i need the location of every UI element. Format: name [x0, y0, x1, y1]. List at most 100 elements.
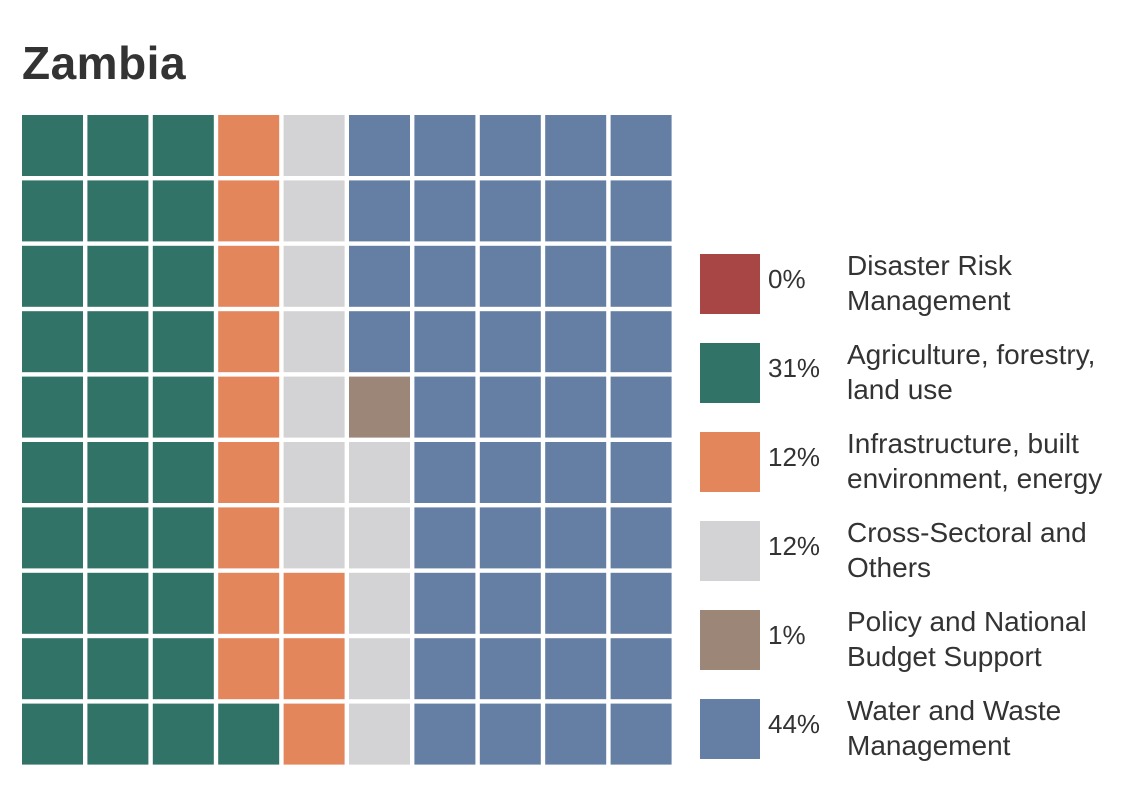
- legend-swatch: [700, 254, 760, 314]
- legend-item-cross-sectoral-and-others: 12% Cross-Sectoral and Others: [700, 515, 1135, 604]
- waffle-cell: [218, 311, 280, 373]
- waffle-cell: [414, 115, 476, 176]
- waffle-cell: [414, 442, 476, 503]
- waffle-cell: [152, 638, 214, 700]
- waffle-cell: [479, 442, 541, 503]
- waffle-cell: [218, 376, 280, 438]
- waffle-cell: [610, 638, 672, 700]
- legend-percent: 1%: [768, 620, 806, 650]
- waffle-cell: [610, 376, 672, 438]
- waffle-cell: [610, 115, 672, 176]
- waffle-cell: [283, 376, 345, 438]
- waffle-cell: [414, 638, 476, 700]
- waffle-cell: [87, 180, 149, 242]
- waffle-cell: [349, 572, 410, 634]
- waffle-cell: [218, 180, 280, 242]
- waffle-cell: [152, 311, 214, 373]
- waffle-cell: [283, 638, 345, 700]
- waffle-cell: [152, 507, 214, 569]
- waffle-cell: [610, 180, 672, 242]
- legend-percent: 0%: [768, 264, 806, 294]
- waffle-cell: [479, 245, 541, 307]
- legend-item-infrastructure-built-environment-energy: 12% Infrastructure, built environment, e…: [700, 426, 1135, 515]
- legend-percent: 12%: [768, 531, 821, 561]
- waffle-cell: [87, 376, 149, 438]
- waffle-cell: [545, 245, 607, 307]
- waffle-cell: [610, 572, 672, 634]
- waffle-cell: [22, 180, 83, 242]
- legend-label: Agriculture, forestry, land use: [847, 339, 1096, 405]
- waffle-cell: [479, 376, 541, 438]
- waffle-cell: [349, 507, 410, 569]
- waffle-cell: [152, 572, 214, 634]
- waffle-cell: [218, 507, 280, 569]
- waffle-cell: [152, 703, 214, 765]
- waffle-cell: [87, 507, 149, 569]
- legend-item-policy-and-national-budget-support: 1% Policy and National Budget Support: [700, 604, 1135, 693]
- legend-percent: 12%: [768, 442, 821, 472]
- waffle-cell: [22, 703, 83, 765]
- waffle-cell: [545, 507, 607, 569]
- waffle-cell: [479, 572, 541, 634]
- waffle-cell: [152, 180, 214, 242]
- waffle-cell: [545, 572, 607, 634]
- waffle-cell: [414, 180, 476, 242]
- waffle-cell: [349, 376, 410, 438]
- waffle-cell: [22, 311, 83, 373]
- waffle-cell: [349, 245, 410, 307]
- waffle-cell: [152, 115, 214, 176]
- waffle-cell: [218, 245, 280, 307]
- waffle-cell: [414, 572, 476, 634]
- waffle-cell: [22, 245, 83, 307]
- waffle-cell: [218, 572, 280, 634]
- waffle-cell: [414, 703, 476, 765]
- waffle-cell: [349, 311, 410, 373]
- waffle-cell: [283, 572, 345, 634]
- waffle-cell: [545, 442, 607, 503]
- waffle-cell: [283, 115, 345, 176]
- waffle-cell: [545, 180, 607, 242]
- waffle-grid: [22, 115, 672, 765]
- waffle-cell: [414, 376, 476, 438]
- legend: 0% Disaster Risk Management 31% Agricult…: [700, 248, 1135, 782]
- legend-item-disaster-risk-management: 0% Disaster Risk Management: [700, 248, 1135, 337]
- legend-item-water-and-waste-management: 44% Water and Waste Management: [700, 693, 1135, 782]
- waffle-cell: [22, 638, 83, 700]
- waffle-cell: [545, 703, 607, 765]
- waffle-cell: [283, 180, 345, 242]
- waffle-cell: [283, 245, 345, 307]
- legend-percent: 44%: [768, 709, 821, 739]
- waffle-cell: [349, 115, 410, 176]
- waffle-cell: [87, 703, 149, 765]
- waffle-cell: [22, 572, 83, 634]
- legend-swatch: [700, 521, 760, 581]
- legend-percent: 31%: [768, 353, 821, 383]
- waffle-cell: [479, 507, 541, 569]
- waffle-cell: [545, 115, 607, 176]
- waffle-cell: [22, 507, 83, 569]
- waffle-cell: [152, 245, 214, 307]
- waffle-cell: [610, 703, 672, 765]
- waffle-cell: [283, 442, 345, 503]
- waffle-cell: [218, 703, 280, 765]
- waffle-cell: [479, 311, 541, 373]
- waffle-cell: [610, 442, 672, 503]
- waffle-cell: [22, 376, 83, 438]
- waffle-cell: [349, 442, 410, 503]
- waffle-cell: [545, 376, 607, 438]
- waffle-cell: [545, 311, 607, 373]
- waffle-cell: [22, 442, 83, 503]
- waffle-cell: [349, 638, 410, 700]
- waffle-cell: [349, 180, 410, 242]
- waffle-cell: [218, 442, 280, 503]
- waffle-cell: [218, 638, 280, 700]
- waffle-cell: [283, 703, 345, 765]
- waffle-cell: [218, 115, 280, 176]
- waffle-cell: [87, 638, 149, 700]
- waffle-cell: [610, 507, 672, 569]
- waffle-cell: [152, 376, 214, 438]
- waffle-cell: [87, 442, 149, 503]
- waffle-cell: [479, 180, 541, 242]
- legend-label: Cross-Sectoral and Others: [847, 517, 1087, 583]
- waffle-cell: [283, 311, 345, 373]
